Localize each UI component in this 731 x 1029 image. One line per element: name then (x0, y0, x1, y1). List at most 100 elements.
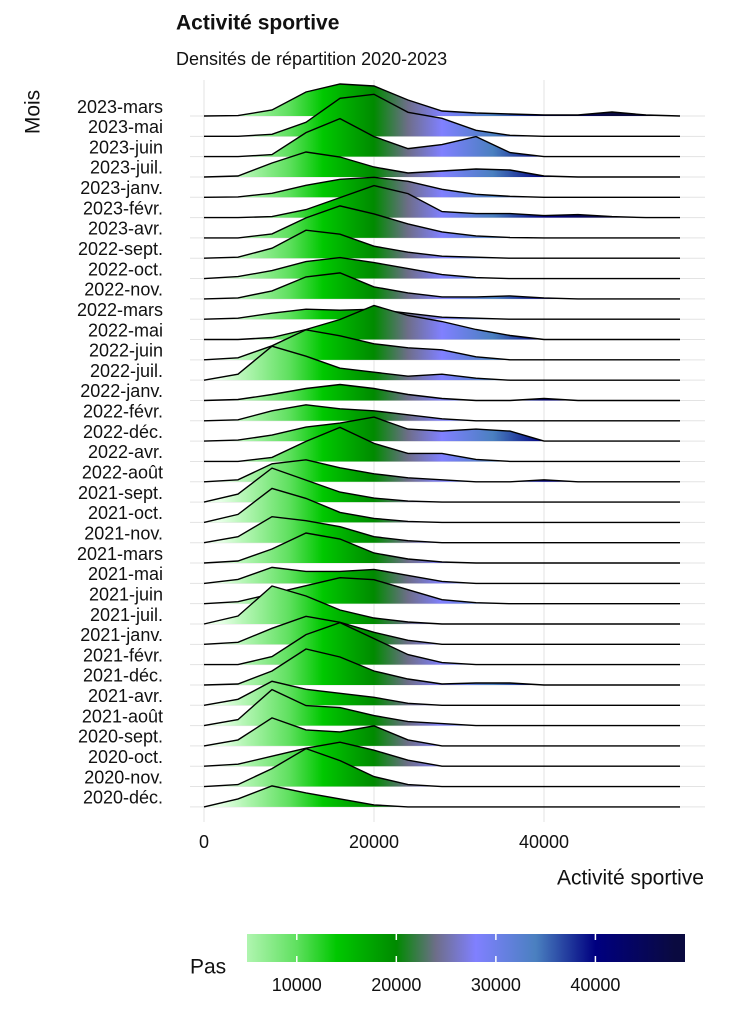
y-tick-label: 2021-mai (88, 564, 163, 584)
ridge-line (203, 741, 680, 767)
y-tick-label: 2023-mars (77, 97, 163, 117)
ridge-line (203, 487, 680, 524)
y-tick-label: 2023-janv. (80, 178, 163, 198)
ridge-line (203, 615, 680, 645)
ridge-area (204, 118, 680, 157)
ridge-line (203, 566, 680, 585)
ridge-line (204, 205, 680, 239)
ridge-line (203, 515, 680, 544)
legend-tick-label: 30000 (471, 975, 521, 995)
ridge-line (203, 459, 680, 483)
y-tick-label: 2023-juil. (90, 158, 163, 178)
ridge-line (203, 585, 680, 625)
y-tick-label: 2022-mars (77, 300, 163, 320)
y-axis-label: Mois (22, 90, 45, 134)
y-tick-label: 2023-avr. (88, 219, 163, 239)
ridge-line (204, 184, 680, 219)
ridge-line (203, 272, 680, 300)
ridge-area (204, 404, 680, 421)
ridge-line (203, 151, 680, 178)
ridge-area (204, 272, 680, 299)
ridge-line (203, 648, 680, 686)
ridge-area (204, 230, 680, 259)
ridge-area (204, 257, 680, 279)
ridge-area (204, 717, 680, 746)
ridge-line (203, 308, 680, 320)
legend-tick-label: 20000 (371, 975, 421, 995)
ridge-area (204, 205, 680, 238)
y-tick-label: 2021-juil. (90, 605, 163, 625)
ridge-line (203, 717, 680, 747)
y-tick-label: 2023-mai (88, 117, 163, 137)
ridge-line (203, 83, 681, 117)
y-tick-label: 2022-août (82, 463, 163, 483)
ridge-line (204, 621, 680, 666)
y-tick-label: 2022-mai (88, 320, 163, 340)
ridge-line (204, 304, 680, 341)
legend-title: Pas (190, 956, 226, 979)
ridge-area (204, 329, 680, 360)
ridge-line (203, 256, 680, 280)
ridge-line (204, 117, 680, 158)
ridge-area (204, 689, 680, 726)
y-tick-label: 2021-déc. (83, 666, 163, 686)
ridge-area (204, 586, 680, 624)
ridge-area (204, 427, 680, 462)
y-tick-label: 2022-déc. (83, 422, 163, 442)
ridge-line (203, 785, 680, 808)
y-tick-label: 2020-nov. (84, 767, 163, 787)
ridge-area (204, 748, 680, 787)
ridge-line (203, 747, 680, 788)
y-tick-label: 2022-juin (89, 341, 163, 361)
ridge-line (203, 229, 680, 259)
y-tick-label: 2021-juin (89, 584, 163, 604)
ridge-area (204, 309, 680, 320)
y-tick-label: 2021-févr. (83, 645, 163, 665)
ridge-area (204, 533, 680, 564)
y-tick-label: 2021-oct. (88, 503, 163, 523)
ridge-area (204, 185, 680, 218)
y-tick-label: 2023-févr. (83, 198, 163, 218)
ridge-line (203, 404, 680, 422)
ridge-area (204, 384, 680, 401)
y-tick-label: 2022-janv. (80, 381, 163, 401)
ridge-area (204, 785, 680, 807)
chart-subtitle: Densités de répartition 2020-2023 (176, 49, 447, 69)
y-tick-label: 2022-nov. (84, 280, 163, 300)
ridge-area (204, 468, 680, 503)
ridge-area (204, 516, 680, 543)
y-tick-label: 2021-sept. (78, 483, 163, 503)
ridge-area (204, 649, 680, 685)
ridge-line (203, 329, 680, 361)
ridge-line (203, 345, 680, 381)
x-tick-label: 40000 (519, 832, 569, 852)
ridge-line (203, 532, 680, 564)
y-tick-label: 2021-mars (77, 544, 163, 564)
y-tick-label: 2020-déc. (83, 788, 163, 808)
ridge-area (204, 488, 680, 523)
ridge-area (204, 84, 680, 116)
y-tick-label: 2020-oct. (88, 747, 163, 767)
ridge-line (203, 680, 680, 706)
legend-tick-label: 40000 (570, 975, 620, 995)
ridge-line (203, 467, 680, 503)
ridge-line (204, 93, 680, 137)
ridge-line (203, 416, 680, 442)
ridge-line (203, 383, 680, 402)
y-tick-label: 2020-sept. (78, 727, 163, 747)
ridge-area (204, 152, 680, 177)
ridge-line (203, 176, 680, 198)
y-tick-label: 2022-sept. (78, 239, 163, 259)
chart-title: Activité sportive (176, 12, 339, 35)
legend-colorbar (247, 934, 685, 962)
y-tick-label: 2022-oct. (88, 259, 163, 279)
y-tick-label: 2021-août (82, 706, 163, 726)
x-tick-label: 20000 (349, 832, 399, 852)
y-tick-label: 2022-févr. (83, 402, 163, 422)
ridge-area (204, 577, 680, 604)
ridge-area (204, 305, 680, 340)
x-axis-label: Activité sportive (557, 867, 704, 890)
ridge-area (204, 681, 680, 706)
ridge-area (204, 459, 680, 482)
